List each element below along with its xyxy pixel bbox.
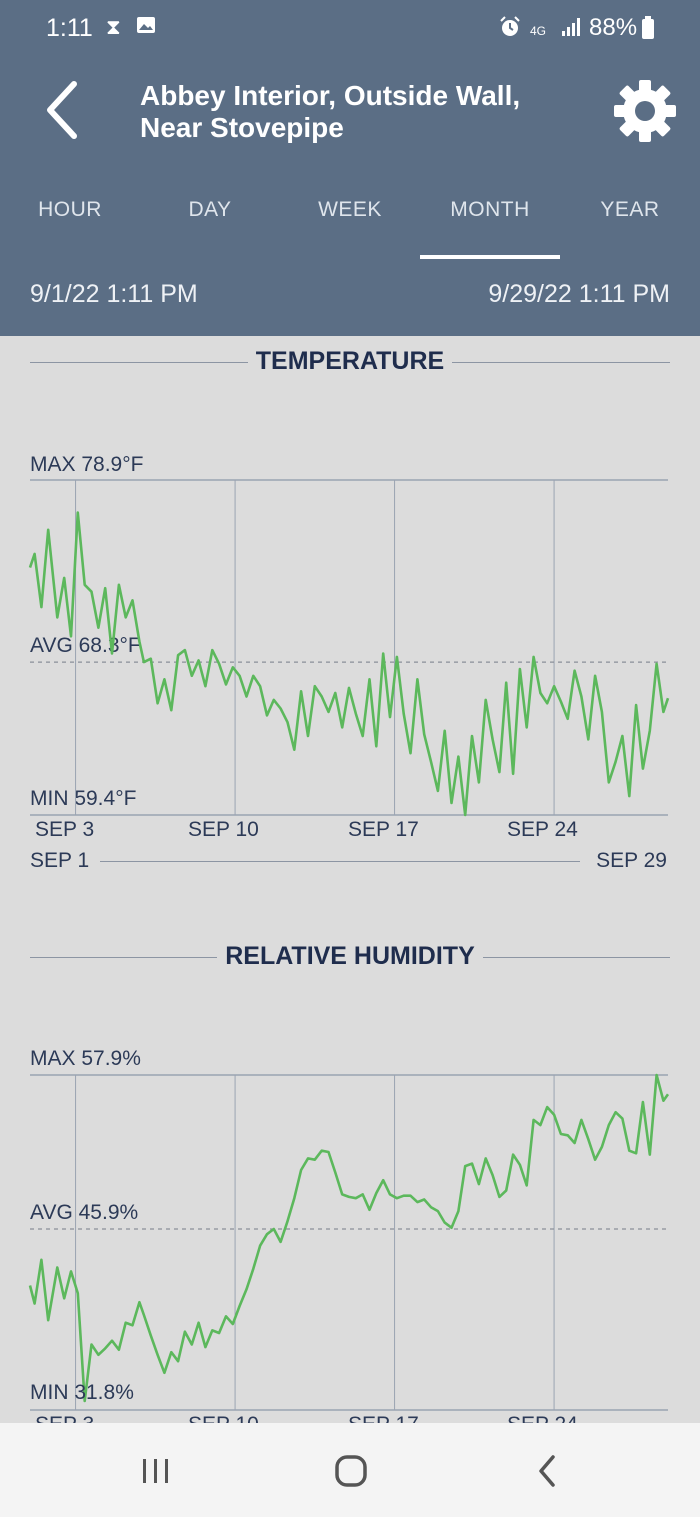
active-tab-indicator <box>420 255 560 259</box>
temperature-chart <box>28 479 670 817</box>
gear-icon <box>614 80 676 142</box>
signal-icon <box>560 15 584 44</box>
tab-day[interactable]: DAY <box>188 198 232 221</box>
series-line <box>28 1073 670 1403</box>
temp-min-label: MIN 59.4°F <box>30 787 137 810</box>
humidity-chart <box>28 1073 670 1411</box>
alarm-icon <box>498 15 522 46</box>
hourglass-icon: ⧗ <box>106 16 121 39</box>
humidity-title: RELATIVE HUMIDITY <box>0 942 700 971</box>
chevron-left-icon <box>47 81 77 139</box>
range-line <box>100 861 580 862</box>
status-time: 1:11 <box>46 14 93 42</box>
temp-tick-label: SEP 3 <box>35 818 95 841</box>
home-button[interactable] <box>321 1447 381 1497</box>
page-title: Abbey Interior, Outside Wall, Near Stove… <box>140 80 590 144</box>
settings-button[interactable] <box>612 78 678 144</box>
hum-avg-label: AVG 45.9% <box>30 1201 139 1224</box>
temp-tick-label: SEP 24 <box>507 818 578 841</box>
temp-range-start: SEP 1 <box>30 849 90 872</box>
range-start: 9/1/22 1:11 PM <box>30 280 198 308</box>
hum-max-label: MAX 57.9% <box>30 1047 141 1070</box>
tab-month[interactable]: MONTH <box>450 198 530 221</box>
back-button[interactable] <box>36 74 96 146</box>
battery-level: 88% <box>589 14 638 41</box>
tab-year[interactable]: YEAR <box>600 198 660 221</box>
period-tabs: HOUR DAY WEEK MONTH YEAR <box>0 190 700 260</box>
hum-min-label: MIN 31.8% <box>30 1381 134 1404</box>
4g-lte-icon: 4G <box>530 24 547 38</box>
system-nav-bar <box>0 1423 700 1517</box>
recent-apps-button[interactable] <box>126 1447 186 1497</box>
range-end: 9/29/22 1:11 PM <box>488 280 670 308</box>
temp-tick-label: SEP 10 <box>188 818 259 841</box>
temp-max-label: MAX 78.9°F <box>30 453 144 476</box>
tab-hour[interactable]: HOUR <box>38 198 102 221</box>
recent-apps-icon <box>143 1459 168 1483</box>
app-header: 1:11 ⧗ 4G 88% Abbey Interior, Outside Wa… <box>0 0 700 336</box>
title-line-1: Abbey Interior, Outside Wall, <box>140 80 521 111</box>
temperature-title: TEMPERATURE <box>0 347 700 376</box>
temp-tick-label: SEP 17 <box>348 818 419 841</box>
home-icon <box>335 1455 367 1487</box>
battery-icon <box>641 16 655 47</box>
gallery-icon <box>136 15 156 42</box>
title-line-2: Near Stovepipe <box>140 112 344 143</box>
status-bar: 1:11 ⧗ 4G 88% <box>0 0 700 56</box>
back-icon <box>539 1455 555 1487</box>
tab-week[interactable]: WEEK <box>318 198 382 221</box>
series-line <box>28 511 670 817</box>
nav-back-button[interactable] <box>517 1447 577 1497</box>
temp-range-end: SEP 29 <box>596 849 667 872</box>
